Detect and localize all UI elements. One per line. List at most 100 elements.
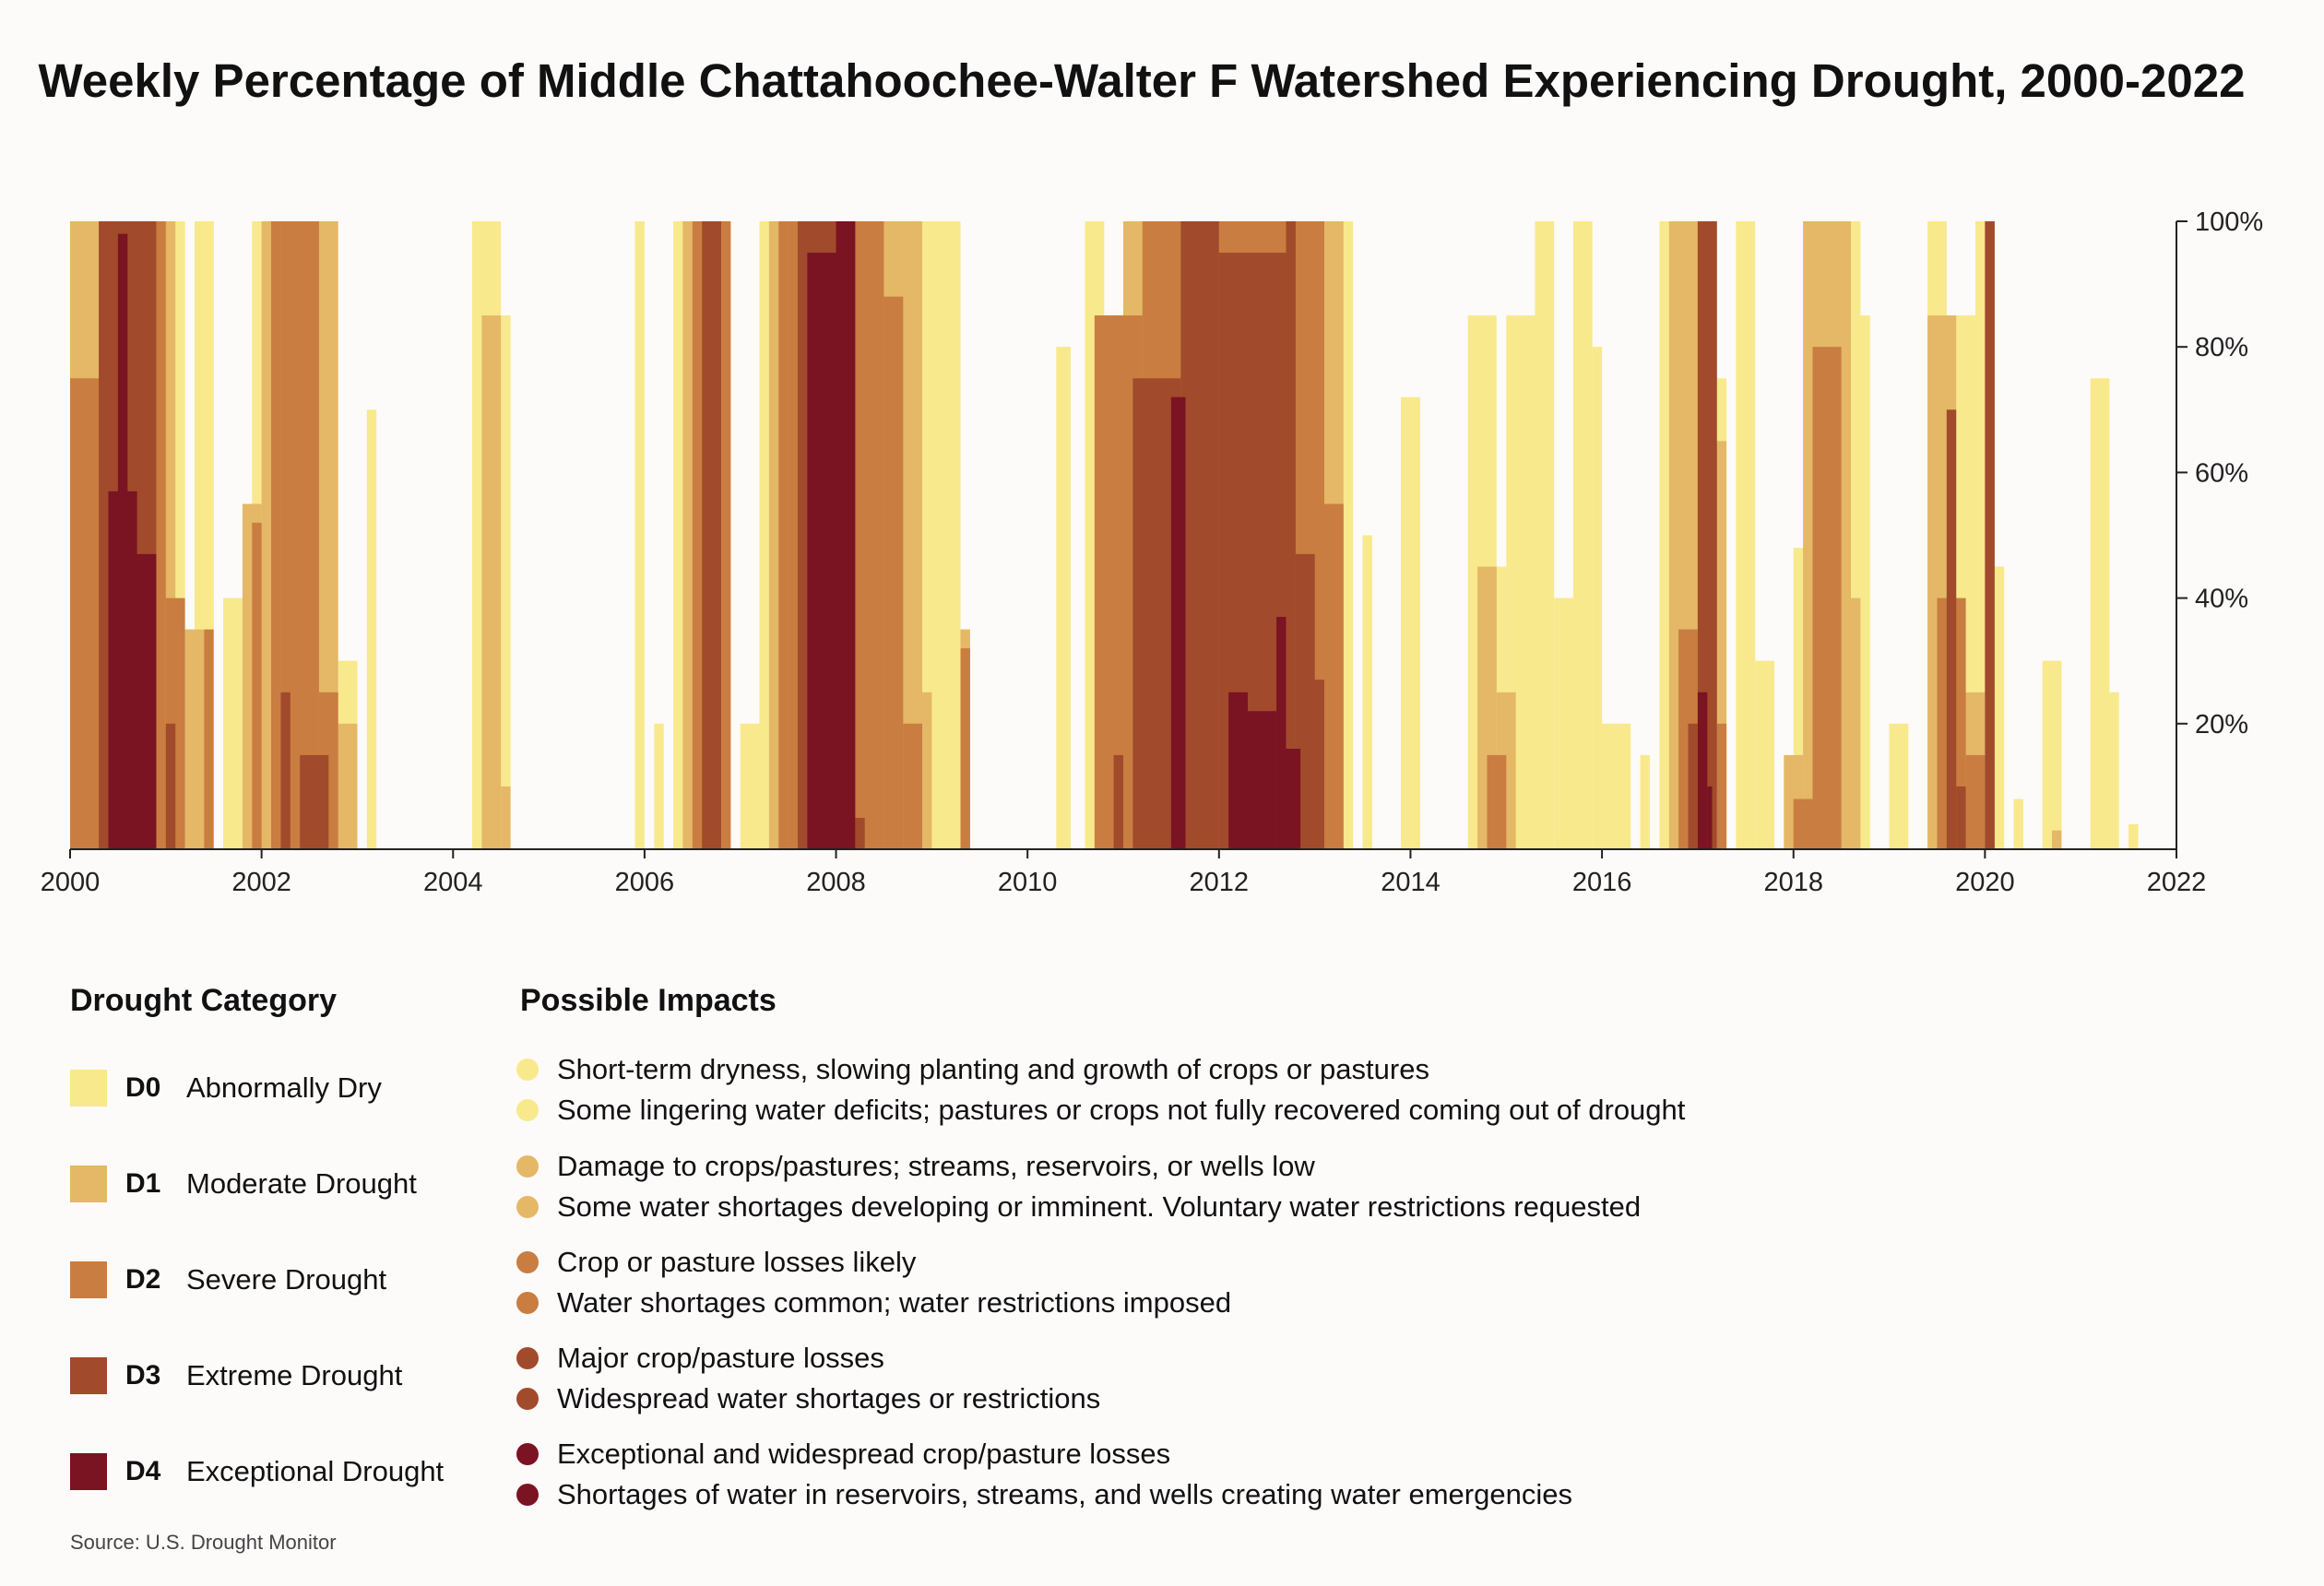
bar-d2-27 xyxy=(1812,347,1842,849)
y-tick-label: 60% xyxy=(2195,458,2248,488)
impact-text: Some lingering water deficits; pastures … xyxy=(557,1094,1686,1126)
impact-d0-2: Some lingering water deficits; pastures … xyxy=(516,1092,1685,1129)
impact-bullet-icon xyxy=(516,1059,539,1081)
impact-bullet-icon xyxy=(516,1443,539,1465)
d4-code: D4 xyxy=(125,1456,161,1486)
bar-d0-7 xyxy=(501,315,511,850)
bar-d3-1 xyxy=(165,723,176,849)
x-axis-ticks: 2000 2002 2004 2006 2008 2010 2012 2014 2016 2018… xyxy=(41,849,2206,897)
impact-d3-1: Major crop/pasture losses xyxy=(516,1340,884,1377)
bar-d3-14 xyxy=(1688,723,1698,849)
bar-d0-23 xyxy=(1401,396,1420,849)
bar-d1-10 xyxy=(922,692,932,850)
d1-name: Moderate Drought xyxy=(186,1167,417,1200)
impact-d4-2: Shortages of water in reservoirs, stream… xyxy=(516,1476,1572,1513)
impact-d2-2: Water shortages common; water restrictio… xyxy=(516,1284,1231,1321)
impact-text: Exceptional and widespread crop/pasture … xyxy=(557,1438,1171,1470)
impact-d1-2: Some water shortages developing or immin… xyxy=(516,1189,1641,1225)
impact-bullet-icon xyxy=(516,1155,539,1178)
impact-bullet-icon xyxy=(516,1196,539,1218)
bar-d0-5 xyxy=(366,409,377,849)
impact-bullet-icon xyxy=(516,1347,539,1369)
bar-d2-5 xyxy=(271,221,281,849)
bar-d0-49 xyxy=(2128,823,2139,849)
impact-text: Major crop/pasture losses xyxy=(557,1342,884,1374)
legend-category-heading: Drought Category xyxy=(70,983,337,1018)
drought-chart: 2000 2002 2004 2006 2008 2010 2012 2014 2016 2018… xyxy=(41,207,2263,897)
y-tick-label: 80% xyxy=(2195,333,2248,362)
d3-swatch xyxy=(70,1357,107,1394)
impact-bullet-icon xyxy=(516,1388,539,1410)
legend-impacts-heading: Possible Impacts xyxy=(520,983,777,1018)
bar-d1-1 xyxy=(184,629,205,849)
bar-d0-22 xyxy=(1362,535,1372,849)
bar-d2-12 xyxy=(883,296,904,849)
bar-d3-18 xyxy=(1985,221,1995,849)
d1-code: D1 xyxy=(125,1168,161,1199)
legend-category-d0: D0 Abnormally Dry xyxy=(70,1070,382,1107)
impact-text: Shortages of water in reservoirs, stream… xyxy=(557,1478,1572,1510)
impact-bullet-icon xyxy=(516,1099,539,1121)
d3-name: Extreme Drought xyxy=(186,1359,403,1391)
bar-d0-28 xyxy=(1554,598,1573,849)
bar-d0-36 xyxy=(1755,660,1774,849)
bar-d3-12 xyxy=(1295,553,1315,849)
drought-bars xyxy=(70,221,2139,850)
impact-bullet-icon xyxy=(516,1251,539,1273)
d2-name: Severe Drought xyxy=(186,1263,387,1296)
legend-category-d4: D4 Exceptional Drought xyxy=(70,1453,444,1490)
bar-d2-9 xyxy=(778,221,788,849)
y-axis-ticks: 20% 40% 60% 80% 100% xyxy=(2176,207,2263,740)
impact-text: Water shortages common; water restrictio… xyxy=(557,1286,1232,1319)
bar-d1-6 xyxy=(501,786,511,849)
y-tick-label: 20% xyxy=(2195,710,2248,740)
bar-d4-11 xyxy=(1707,786,1713,849)
impact-d0-1: Short-term dryness, slowing planting and… xyxy=(516,1051,1429,1088)
impact-d2-1: Crop or pasture losses likely xyxy=(516,1244,916,1281)
bar-d4-5 xyxy=(1170,396,1186,849)
x-tick-label: 2020 xyxy=(1955,868,2015,897)
bar-d3-16 xyxy=(1946,409,1957,849)
bar-d0-48 xyxy=(2109,692,2119,850)
bar-d2-25 xyxy=(1716,723,1727,849)
impact-text: Widespread water shortages or restrictio… xyxy=(557,1382,1101,1414)
bar-d3-17 xyxy=(1956,786,1966,849)
d2-swatch xyxy=(70,1261,107,1298)
bar-d2-29 xyxy=(1965,754,1986,849)
bar-d0-40 xyxy=(1889,723,1909,849)
bar-d3-3 xyxy=(300,754,329,849)
d4-name: Exceptional Drought xyxy=(186,1455,445,1487)
x-tick-label: 2008 xyxy=(806,868,866,897)
bar-d1-20 xyxy=(1851,598,1861,849)
bar-d3-6 xyxy=(855,818,865,849)
bar-d0-9 xyxy=(654,723,664,849)
x-tick-label: 2006 xyxy=(615,868,675,897)
bar-d0-29 xyxy=(1572,221,1593,849)
bar-d4-8 xyxy=(1276,617,1286,849)
bar-d4-10 xyxy=(1697,692,1708,850)
y-tick-label: 40% xyxy=(2195,585,2248,614)
legend-category-d1: D1 Moderate Drought xyxy=(70,1166,417,1202)
d0-code: D0 xyxy=(125,1072,161,1103)
legend-category-d2: D2 Severe Drought xyxy=(70,1261,386,1298)
bar-d1-24 xyxy=(2052,830,2062,849)
bar-d2-3 xyxy=(204,629,214,849)
bar-d4-2 xyxy=(127,553,157,849)
bar-d0-47 xyxy=(2090,378,2110,850)
impact-text: Short-term dryness, slowing planting and… xyxy=(557,1053,1429,1085)
x-tick-label: 2014 xyxy=(1381,868,1441,897)
bar-d0-30 xyxy=(1592,347,1603,849)
bar-d4-7 xyxy=(1248,711,1277,849)
impact-text: Some water shortages developing or immin… xyxy=(557,1190,1642,1223)
bar-d2-21 xyxy=(1324,503,1344,849)
d2-code: D2 xyxy=(125,1264,161,1295)
x-tick-label: 2004 xyxy=(423,868,483,897)
bar-d3-4 xyxy=(702,221,721,849)
x-tick-label: 2010 xyxy=(998,868,1058,897)
bar-d0-13 xyxy=(740,723,760,849)
source-note: Source: U.S. Drought Monitor xyxy=(70,1531,337,1554)
d0-swatch xyxy=(70,1070,107,1107)
bar-d4-9 xyxy=(1286,749,1301,849)
bar-d2-13 xyxy=(903,723,922,849)
bar-d3-2 xyxy=(280,692,290,850)
